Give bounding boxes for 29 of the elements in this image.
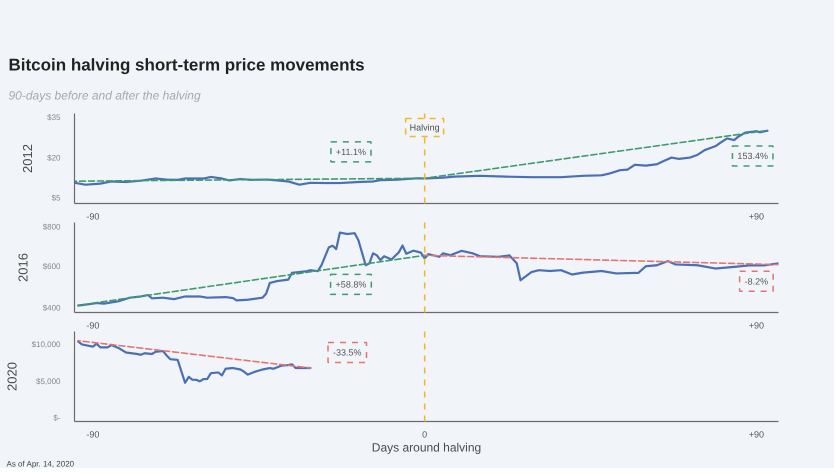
x-tick-label: -90 bbox=[86, 430, 100, 440]
y-tick-label: $10,000 bbox=[32, 340, 62, 349]
x-tick-label: +90 bbox=[748, 212, 764, 222]
y-axis-title: 2020 bbox=[4, 362, 20, 391]
y-tick-label: $- bbox=[53, 414, 61, 423]
annotation: 153.4% bbox=[737, 150, 768, 161]
y-tick-label: $800 bbox=[42, 222, 62, 232]
annotation: -8.2% bbox=[744, 276, 768, 286]
chart-title: Bitcoin halving short-term price movements bbox=[8, 56, 365, 74]
chart-subtitle: 90-days before and after the halving bbox=[8, 88, 201, 102]
y-tick-label: $400 bbox=[42, 303, 62, 312]
ref-line-label: Halving bbox=[410, 122, 440, 132]
x-tick-label: +90 bbox=[748, 430, 764, 440]
y-axis-title: 2016 bbox=[16, 253, 31, 282]
x-tick-label: 0 bbox=[422, 430, 428, 440]
y-tick-label: $600 bbox=[42, 262, 62, 272]
text: As of Apr. 14, 2020 bbox=[6, 460, 75, 468]
x-axis-title: Days around halving bbox=[372, 440, 482, 454]
annotation: +11.1% bbox=[336, 146, 366, 157]
annotation: -33.5% bbox=[332, 348, 362, 358]
y-tick-label: $5,000 bbox=[36, 376, 62, 386]
x-tick-label: -90 bbox=[86, 320, 100, 330]
y-tick-label: $35 bbox=[47, 113, 62, 122]
x-tick-label: +90 bbox=[748, 320, 764, 330]
x-tick-label: -90 bbox=[86, 212, 100, 222]
y-tick-label: $5 bbox=[52, 194, 62, 203]
y-axis-title: 2012 bbox=[20, 144, 36, 173]
annotation: +58.8% bbox=[336, 279, 366, 290]
y-tick-label: $20 bbox=[47, 153, 62, 162]
